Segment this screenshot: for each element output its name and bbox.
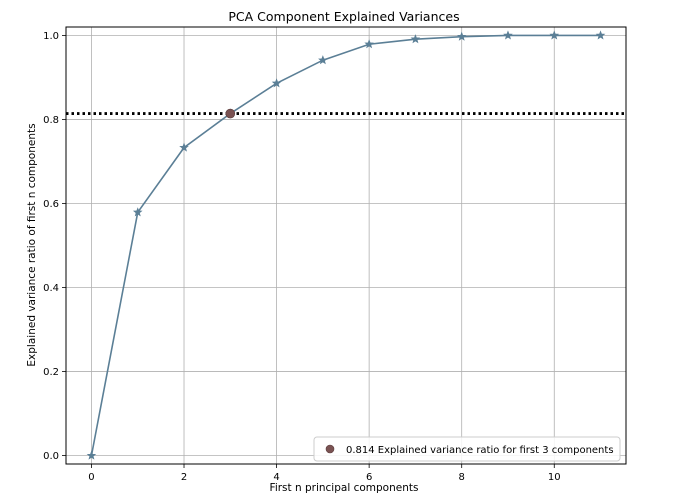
data-point	[549, 30, 560, 40]
legend: 0.814 Explained variance ratio for first…	[313, 436, 621, 462]
y-tick-label: 0.0	[43, 451, 59, 462]
legend-box	[313, 436, 621, 462]
x-tick-label: 0	[88, 472, 94, 483]
data-point	[318, 55, 328, 65]
data-point	[271, 78, 282, 88]
legend-marker	[325, 444, 335, 454]
x-ticks: 0 2 4 6 8 10	[88, 464, 561, 483]
series-line	[90, 34, 601, 456]
series-line-group	[86, 30, 606, 460]
data-point	[132, 207, 143, 217]
y-tick-label: 0.8	[43, 115, 59, 126]
data-point	[86, 450, 97, 460]
grid-lines	[66, 27, 626, 464]
x-tick-label: 6	[366, 472, 372, 483]
legend-label: 0.814 Explained variance ratio for first…	[346, 445, 614, 456]
x-tick-label: 8	[459, 472, 465, 483]
y-tick-label: 0.4	[43, 283, 59, 294]
plot-frame	[65, 26, 627, 465]
y-tick-label: 1.0	[43, 31, 59, 42]
y-axis-title: Explained variance ratio of first n comp…	[26, 123, 38, 366]
data-point	[503, 30, 513, 40]
highlight-point	[225, 108, 236, 119]
data-point	[410, 34, 421, 44]
y-tick-label: 0.6	[43, 199, 59, 210]
x-tick-label: 10	[548, 472, 561, 483]
y-tick-label: 0.2	[43, 367, 59, 378]
chart-title: PCA Component Explained Variances	[228, 9, 459, 24]
highlight-group	[225, 108, 236, 119]
data-point	[595, 30, 606, 40]
data-point	[179, 142, 189, 152]
data-point	[456, 31, 467, 41]
y-ticks: 0.0 0.2 0.4 0.6 0.8 1.0	[43, 31, 66, 462]
x-tick-label: 2	[181, 472, 187, 483]
x-tick-label: 4	[273, 472, 279, 483]
x-axis-title: First n principal components	[270, 482, 419, 494]
data-point	[364, 39, 374, 49]
